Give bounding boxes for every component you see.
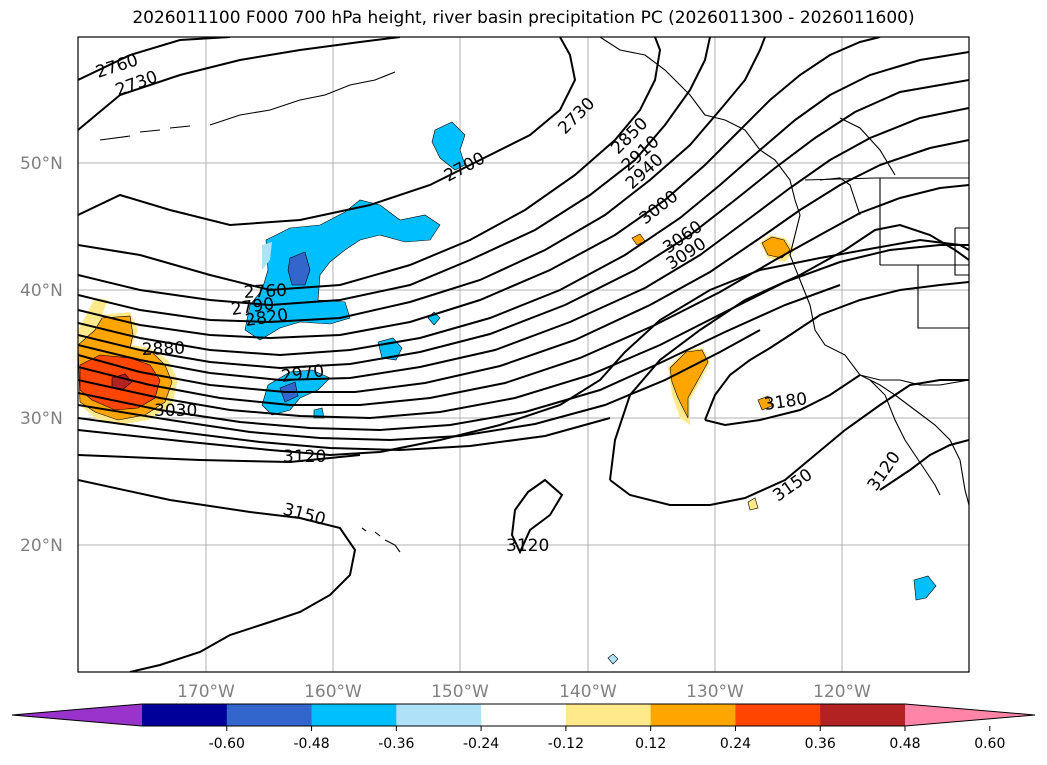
chart-title: 2026011100 F000 700 hPa height, river ba… <box>132 8 915 28</box>
lon-label: 170°W <box>177 682 235 702</box>
colorbar-swatch <box>820 704 906 726</box>
colorbar-swatch <box>142 704 228 726</box>
contour-label: 3030 <box>154 401 197 421</box>
colorbar-tick-label: -0.60 <box>209 736 245 752</box>
lat-label: 20°N <box>20 536 63 556</box>
colorbar-outline <box>11 703 1036 727</box>
colorbar-swatch <box>396 704 482 726</box>
lon-label: 120°W <box>813 682 871 702</box>
coastlines <box>99 37 969 553</box>
lon-label: 130°W <box>686 682 744 702</box>
colorbar-swatch <box>481 704 567 726</box>
map-frame <box>77 36 970 673</box>
colorbar-tick-label: 0.24 <box>720 736 751 752</box>
colorbar-tick-label: -0.24 <box>463 736 499 752</box>
height-contours <box>78 37 969 672</box>
colorbar-tick-label: -0.12 <box>548 736 584 752</box>
lon-label: 160°W <box>304 682 362 702</box>
colorbar-tick-label: 0.12 <box>635 736 666 752</box>
colorbar-tick-label: 0.36 <box>805 736 836 752</box>
colorbar-extend-min <box>12 704 142 726</box>
colorbar-swatch <box>226 704 313 726</box>
colorbar-tick-label: 0.48 <box>889 736 920 752</box>
lat-label: 50°N <box>20 154 63 174</box>
lat-label: 30°N <box>20 409 63 429</box>
lat-label: 40°N <box>20 281 63 301</box>
colorbar-tick-label: -0.36 <box>378 736 414 752</box>
lon-label: 150°W <box>431 682 489 702</box>
colorbar-swatch <box>565 704 652 726</box>
colorbar-tick-label: -0.48 <box>293 736 329 752</box>
contour-label: 3120 <box>506 536 549 556</box>
colorbar: -0.60 -0.48 -0.36 -0.24 -0.12 0.12 0.24 0.36 0.4… <box>11 703 1036 752</box>
lon-label: 140°W <box>559 682 617 702</box>
colorbar-swatch <box>735 704 821 726</box>
lon-labels: 170°W 160°W 150°W 140°W 130°W 120°W <box>177 682 871 702</box>
map-area <box>78 37 969 672</box>
lat-labels: 50°N 40°N 30°N 20°N <box>20 154 63 556</box>
colorbar-swatch <box>650 704 736 726</box>
colorbar-extend-max <box>905 704 1035 726</box>
contour-label: 2760 <box>243 281 287 303</box>
colorbar-swatch <box>311 704 397 726</box>
contour-label: 3120 <box>283 447 326 467</box>
colorbar-tick-label: 0.60 <box>974 736 1005 752</box>
contour-label: 2880 <box>141 338 185 359</box>
